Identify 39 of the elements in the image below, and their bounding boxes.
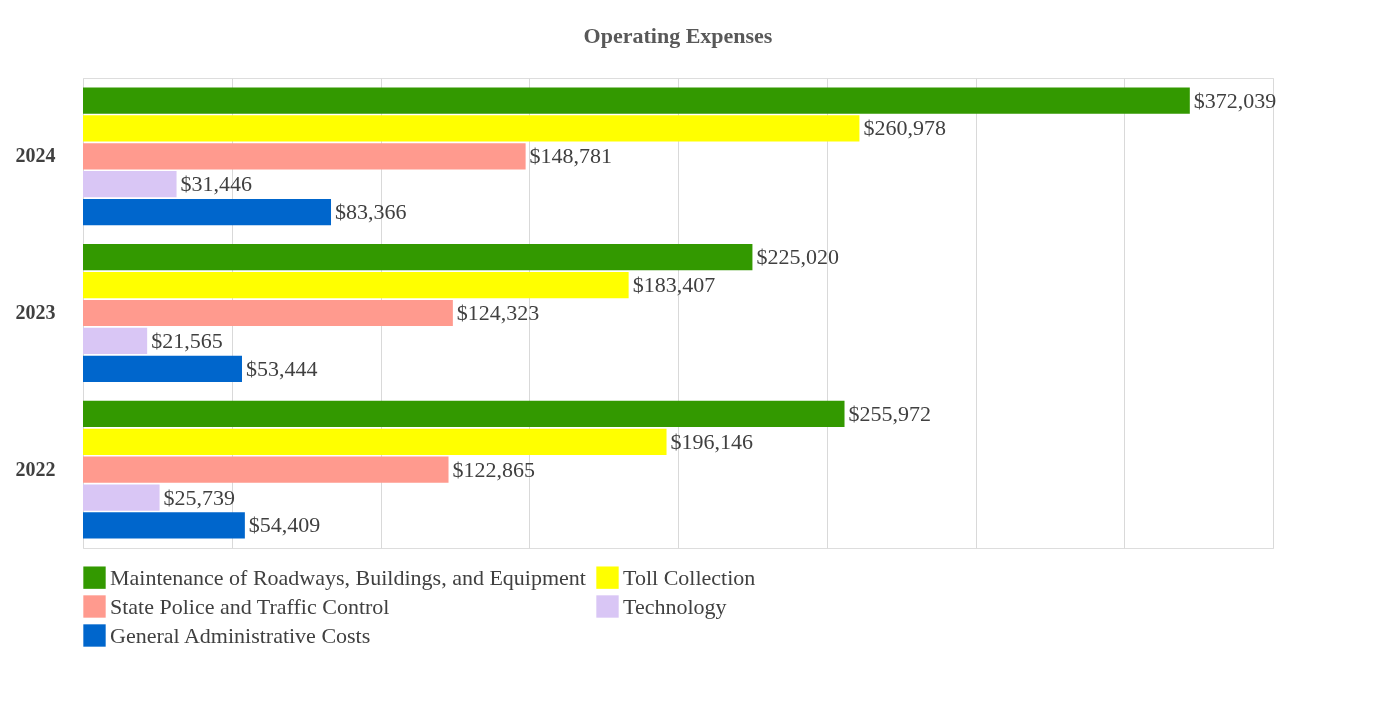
data-label: $255,972 xyxy=(848,400,932,426)
bar xyxy=(83,244,753,271)
data-label: $31,446 xyxy=(180,171,253,197)
bar xyxy=(83,171,177,198)
y-tick-label: 2024 xyxy=(15,144,56,167)
legend-label: Technology xyxy=(623,593,727,619)
data-label: $148,781 xyxy=(529,143,613,169)
legend-label: Maintenance of Roadways, Buildings, and Equipment xyxy=(110,564,586,590)
data-label: $225,020 xyxy=(756,244,839,270)
data-label: $21,565 xyxy=(151,327,223,353)
bar xyxy=(83,271,629,299)
bar xyxy=(83,115,860,142)
data-label: $53,444 xyxy=(246,355,318,381)
legend-label: Toll Collection xyxy=(623,564,756,590)
bar xyxy=(83,327,148,355)
bar xyxy=(83,87,1190,114)
bar xyxy=(83,143,526,170)
legend-label: General Administrative Costs xyxy=(110,622,371,648)
data-label: $124,323 xyxy=(456,300,540,325)
data-label: $54,409 xyxy=(248,512,321,538)
bar xyxy=(83,199,332,226)
data-label: $122,865 xyxy=(452,456,536,482)
bar xyxy=(83,400,845,427)
data-label: $183,407 xyxy=(632,272,716,298)
data-label: $260,978 xyxy=(863,115,946,141)
data-label: $196,146 xyxy=(670,428,754,454)
bar xyxy=(83,428,667,455)
bar xyxy=(83,456,449,483)
bar xyxy=(83,355,242,382)
legend-label: State Police and Traffic Control xyxy=(110,593,390,619)
data-label: $83,366 xyxy=(335,199,407,225)
bar xyxy=(83,512,245,539)
data-label: $372,039 xyxy=(1193,87,1277,113)
bar xyxy=(83,299,453,327)
chart-title: Operating Expenses xyxy=(583,23,773,48)
y-tick-label: 2022 xyxy=(15,457,56,480)
bar xyxy=(83,484,160,511)
data-label: $25,739 xyxy=(163,484,236,510)
y-tick-label: 2023 xyxy=(15,301,56,323)
